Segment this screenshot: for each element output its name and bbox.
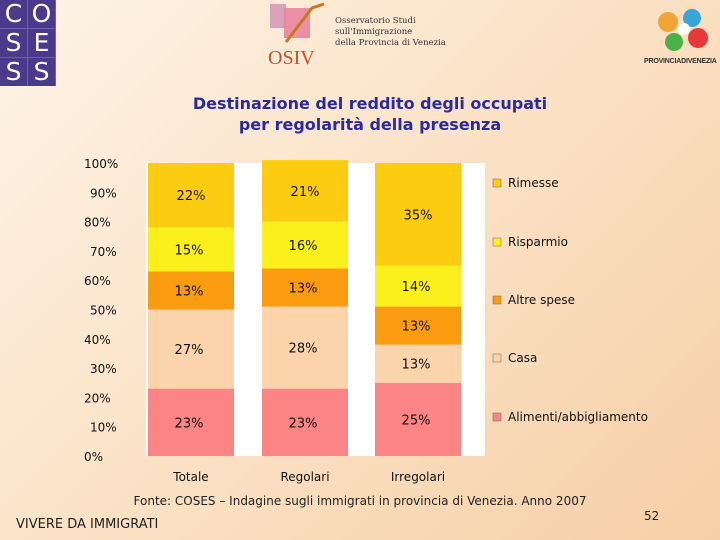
slide-title-line: per regolarità della presenza [238, 115, 502, 134]
provincia-logo-text: PROVINCIADIVENEZIA [644, 58, 717, 65]
osiv-line: della Provincia di Venezia [335, 38, 446, 48]
bar-segment [148, 163, 234, 228]
source-note: Fonte: COSES – Indagine sugli immigrati … [133, 494, 587, 508]
footer-section-label: VIVERE DA IMMIGRATI [16, 517, 159, 532]
legend-label: Altre spese [508, 293, 575, 307]
x-category-label: Totale [172, 470, 208, 484]
legend-swatch [492, 412, 502, 422]
data-label: 28% [289, 342, 318, 357]
coses-logo-letter: O [28, 0, 56, 29]
coses-logo-letter: C [0, 0, 28, 29]
y-tick-label: 100% [84, 157, 118, 171]
osiv-logo: OSIV [268, 2, 325, 66]
bar-segment [148, 388, 234, 456]
y-tick-label: 50% [90, 304, 117, 318]
legend-swatch [492, 178, 502, 188]
osiv-line: Osservatorio Studi [335, 16, 416, 26]
y-tick-label: 70% [90, 245, 117, 259]
bar-segment [148, 309, 234, 389]
data-label: 23% [175, 416, 204, 431]
bar-segment [375, 163, 461, 266]
data-label: 16% [289, 239, 318, 254]
bar-segment [262, 268, 348, 307]
data-label: 21% [291, 185, 320, 200]
provincia-venezia-logo [658, 9, 708, 51]
data-label: 13% [402, 358, 431, 373]
legend-swatch [492, 295, 502, 305]
x-category-label: Irregolari [391, 470, 445, 484]
coses-logo: C O S E S S [0, 0, 56, 87]
osiv-institution-name: Osservatorio Studi sull'Immigrazione del… [335, 16, 455, 49]
legend-label: Risparmio [508, 235, 568, 249]
osiv-logo-swoosh [284, 2, 325, 43]
bar-segment [262, 221, 348, 269]
y-tick-label: 40% [84, 333, 111, 347]
coses-logo-letter: S [0, 58, 28, 87]
provincia-logo-blob [665, 33, 683, 51]
data-label: 15% [175, 243, 204, 258]
bar-segment [148, 271, 234, 310]
y-tick-label: 20% [84, 391, 111, 405]
data-label: 13% [175, 284, 204, 299]
coses-logo-letter: S [0, 29, 28, 58]
data-label: 13% [289, 282, 318, 297]
osiv-logo-shape [284, 8, 310, 38]
osiv-logo-shape [270, 4, 286, 28]
data-label: 23% [289, 416, 318, 431]
bar-segment [375, 382, 461, 456]
legend-label: Rimesse [508, 176, 559, 190]
provincia-logo-blob [683, 9, 701, 27]
data-label: 25% [402, 413, 431, 428]
osiv-line: sull'Immigrazione [335, 27, 413, 37]
data-label: 13% [402, 320, 431, 335]
data-label: 27% [175, 343, 204, 358]
legend-swatch [492, 237, 502, 247]
y-tick-label: 30% [90, 362, 117, 376]
provincia-logo-center [678, 23, 690, 35]
osiv-logo-text: OSIV [268, 47, 315, 66]
bar-segment [375, 344, 461, 383]
slide-title-line: Destinazione del reddito degli occupati [192, 94, 548, 113]
legend-label: Alimenti/abbigliamento [508, 410, 648, 424]
legend-swatch [492, 353, 502, 363]
slide-title: Destinazione del reddito degli occupati … [150, 93, 590, 135]
coses-logo-letter: S [28, 58, 56, 87]
bar-segment [262, 388, 348, 456]
bar-segment [148, 227, 234, 272]
y-tick-label: 80% [84, 216, 111, 230]
x-category-label: Regolari [280, 470, 329, 484]
data-label: 14% [402, 280, 431, 295]
legend-label: Casa [508, 351, 537, 365]
stacked-bar-chart: 0% 10% 20% 30% 40% 50% 60% 70% 80% 90% 100% 23% 27% 1… [84, 157, 648, 484]
y-tick-label: 60% [84, 274, 111, 288]
bar-segment [262, 306, 348, 389]
provincia-logo-blob [688, 28, 708, 48]
y-tick-label: 10% [90, 421, 117, 435]
y-tick-label: 90% [90, 186, 117, 200]
coses-logo-letter: E [28, 29, 56, 58]
y-tick-label: 0% [84, 450, 103, 464]
data-label: 22% [177, 189, 206, 204]
page-number: 52 [644, 509, 660, 523]
provincia-logo-blob [658, 12, 678, 32]
bar-segment [262, 160, 348, 222]
data-label: 35% [404, 208, 433, 223]
bar-segment [375, 265, 461, 307]
bar-segment [375, 306, 461, 345]
